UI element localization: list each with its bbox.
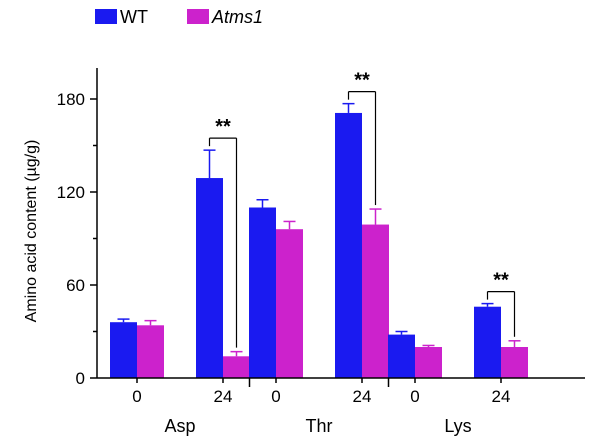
bar-atms1-asp-24 <box>223 356 250 378</box>
y-tick-label: 120 <box>57 183 85 202</box>
legend: WT Atms1 <box>95 7 263 27</box>
significance-label: ** <box>354 70 370 92</box>
x-tick-label: 24 <box>353 387 372 406</box>
y-tick-label: 180 <box>57 90 85 109</box>
significance-bracket: ** <box>347 70 377 206</box>
significance-bracket: ** <box>208 116 238 348</box>
bar-wt-lys-0 <box>388 334 415 378</box>
axes: 0 60 120 180 0 24 Asp 0 24 Thr 0 24 Lys Amino acid co… <box>23 68 585 436</box>
significance-label: ** <box>493 270 509 292</box>
bar-wt-asp-0 <box>110 322 137 378</box>
x-tick-label: 0 <box>132 387 141 406</box>
bar-wt-lys-24 <box>474 306 501 378</box>
group-label: Asp <box>164 416 195 436</box>
bar-atms1-lys-24 <box>501 347 528 378</box>
bar-wt-thr-24 <box>335 112 362 378</box>
bar-atms1-thr-0 <box>276 229 303 378</box>
significance-bracket: ** <box>486 270 516 337</box>
x-tick-label: 0 <box>271 387 280 406</box>
bar-wt-thr-0 <box>249 207 276 378</box>
bar-atms1-asp-0 <box>137 325 164 378</box>
x-tick-label: 24 <box>214 387 233 406</box>
group-label: Thr <box>306 416 333 436</box>
bar-atms1-lys-0 <box>415 347 442 378</box>
group-label: Lys <box>444 416 471 436</box>
legend-swatch-wt <box>95 9 117 24</box>
x-tick-label: 0 <box>410 387 419 406</box>
y-tick-label: 0 <box>76 369 85 388</box>
legend-label-wt: WT <box>120 7 148 27</box>
legend-label-atms1: Atms1 <box>211 7 263 27</box>
significance-label: ** <box>215 116 231 138</box>
bar-wt-asp-24 <box>196 178 223 378</box>
y-axis-title: Amino acid content (µg/g) <box>23 140 40 323</box>
x-tick-label: 24 <box>492 387 511 406</box>
legend-swatch-atms1 <box>187 9 209 24</box>
bar-atms1-thr-24 <box>362 224 389 378</box>
y-tick-label: 60 <box>66 276 85 295</box>
plot-area: ** ** ** <box>110 70 528 378</box>
